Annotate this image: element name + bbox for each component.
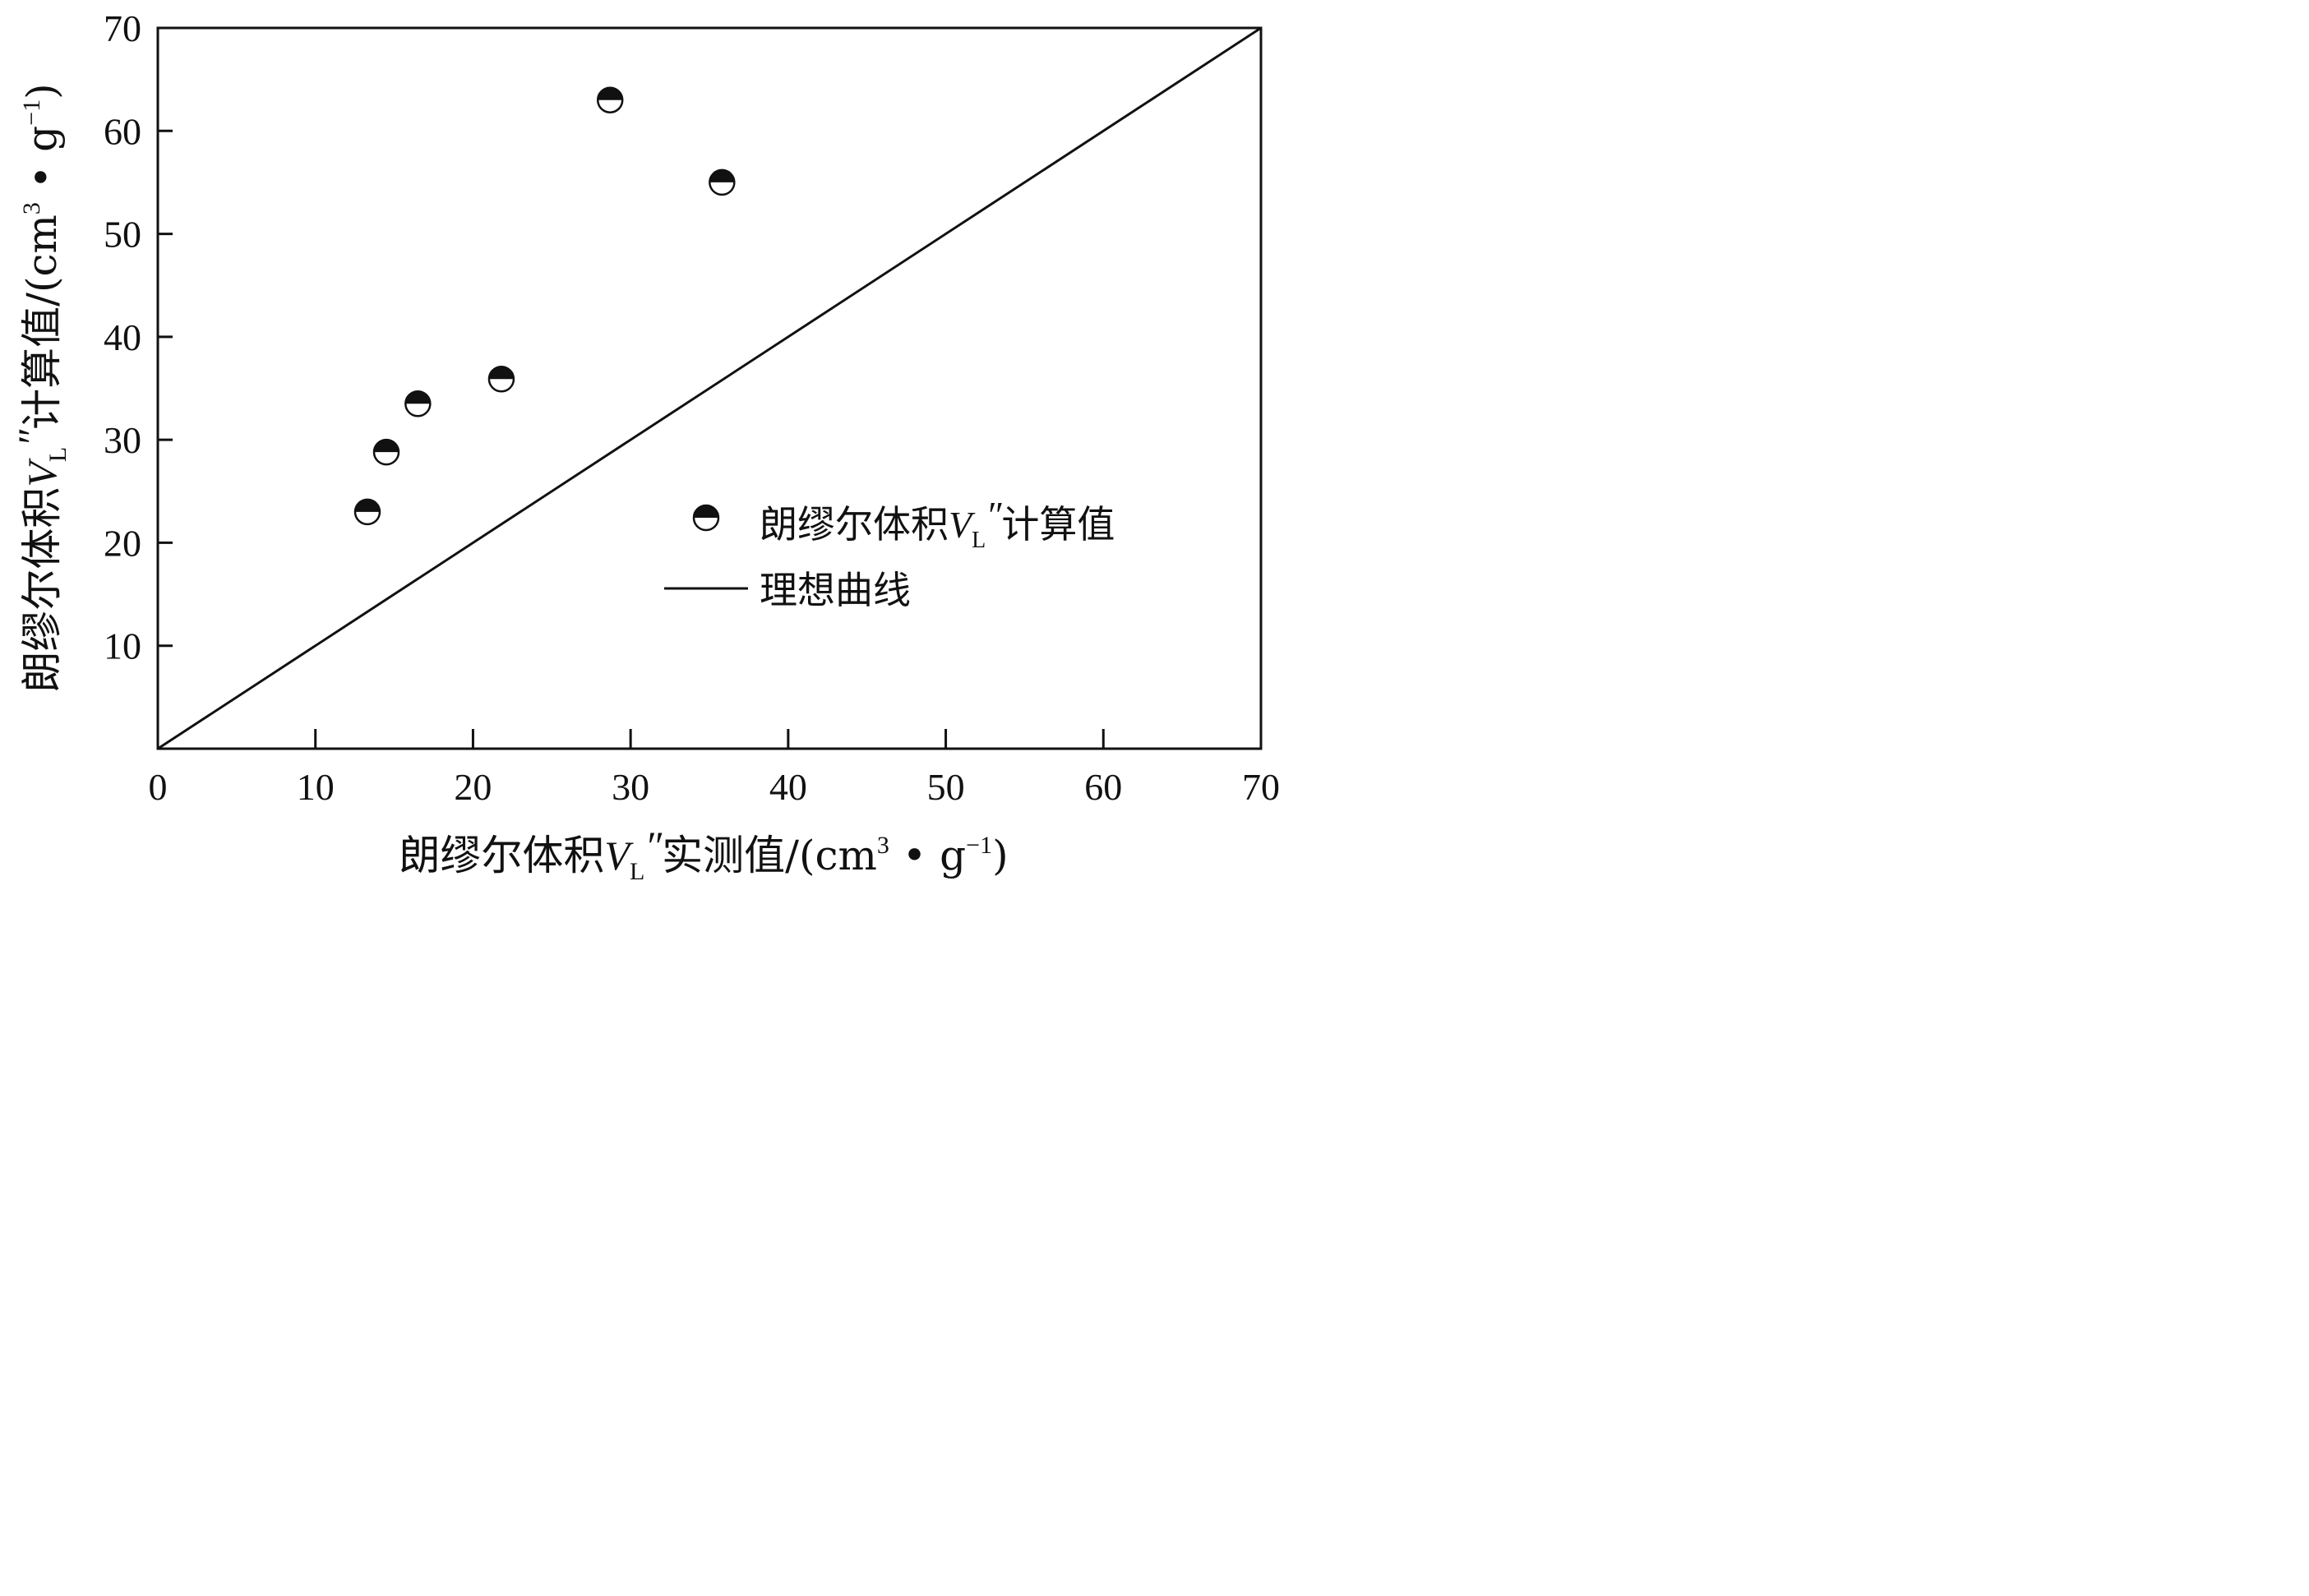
x-tick-label: 40: [769, 766, 807, 808]
data-point: [404, 390, 432, 417]
x-tick-label: 10: [297, 766, 335, 808]
x-tick-label: 70: [1242, 766, 1280, 808]
y-axis-title: 朗缪尔体积VL″计算值/(cm3 • g−1): [9, 83, 72, 692]
legend-label-ideal: 理想曲线: [760, 568, 911, 612]
y-tick-label: 70: [104, 7, 141, 49]
y-tick-label: 20: [104, 522, 141, 564]
data-point: [372, 438, 400, 466]
y-tick-label: 10: [104, 625, 141, 667]
x-tick-label: 50: [927, 766, 965, 808]
y-tick-label: 40: [104, 316, 141, 358]
data-point: [596, 86, 624, 113]
legend-marker-icon: [692, 504, 720, 532]
x-tick-label: 20: [454, 766, 492, 808]
plot-frame: [156, 26, 1263, 750]
x-tick-label: 0: [149, 766, 168, 808]
legend: 朗缪尔体积VL″计算值 理想曲线: [664, 494, 1115, 612]
data-point: [709, 168, 736, 196]
ideal-line: [157, 26, 1262, 750]
x-axis-title: 朗缪尔体积VL″实测值/(cm3 • g−1): [399, 823, 1008, 880]
data-point: [487, 365, 515, 393]
data-points: [353, 86, 736, 526]
y-tick-label: 50: [104, 214, 141, 256]
x-tick-label: 60: [1084, 766, 1122, 808]
y-tick-label: 60: [104, 110, 141, 152]
y-axis-ticks: 10 20 30 40 50 60 70: [104, 7, 173, 667]
legend-label-calculated: 朗缪尔体积VL″计算值: [760, 494, 1115, 553]
legend-marker-measured: [692, 504, 720, 532]
scatter-chart: 0 10 20 30 40 50 60 70 10 20 30 40 50 60 70 朗缪尔体积VL″实…: [9, 7, 1280, 880]
data-point: [353, 498, 381, 526]
x-axis-ticks: 0 10 20 30 40 50 60 70: [149, 729, 1280, 808]
y-tick-label: 30: [104, 419, 141, 461]
x-tick-label: 30: [612, 766, 649, 808]
